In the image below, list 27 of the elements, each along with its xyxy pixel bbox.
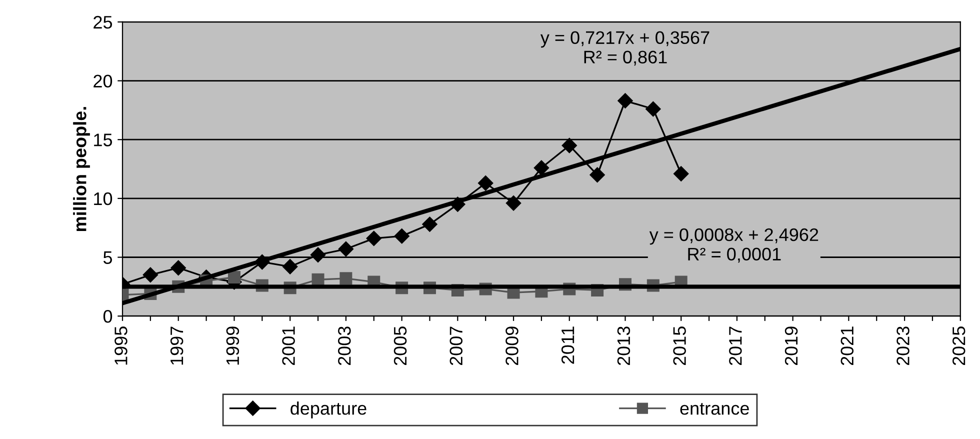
y-tick-label: 15 [94, 134, 112, 146]
x-tick-label: 2015 [673, 326, 686, 366]
x-tick-label: 2017 [729, 326, 742, 366]
y-tick-label: 10 [94, 192, 112, 206]
y-tick-label: 25 [94, 16, 112, 29]
y-tick-label: 20 [94, 74, 112, 88]
legend-label: departure [290, 402, 366, 418]
y-tick-label: 0 [103, 310, 112, 323]
x-tick-label: 2019 [784, 326, 798, 366]
x-tick-label: 2011 [561, 326, 574, 364]
x-tick-label: 2003 [338, 326, 351, 366]
y-axis-title: million people. [73, 107, 90, 232]
annotation: y = 0,7217x + 0,3567 R² = 0,861 [540, 31, 710, 66]
x-tick-label: 2025 [952, 326, 966, 366]
x-tick-label: 2023 [896, 326, 910, 366]
y-tick-label: 5 [103, 251, 112, 264]
x-tick-label: 2021 [840, 326, 854, 366]
x-tick-label: 1995 [114, 326, 128, 365]
x-tick-label: 1997 [170, 326, 184, 365]
x-tick-label: 2005 [394, 326, 407, 366]
annotation: y = 0,0008x + 2,4962 R² = 0,0001 [649, 228, 818, 263]
x-tick-label: 2001 [282, 326, 295, 366]
x-tick-label: 1999 [226, 326, 240, 365]
legend-label: entrance [680, 402, 749, 415]
x-tick-label: 2013 [617, 326, 630, 366]
x-tick-label: 2009 [506, 326, 518, 366]
x-tick-label: 2007 [450, 326, 463, 366]
